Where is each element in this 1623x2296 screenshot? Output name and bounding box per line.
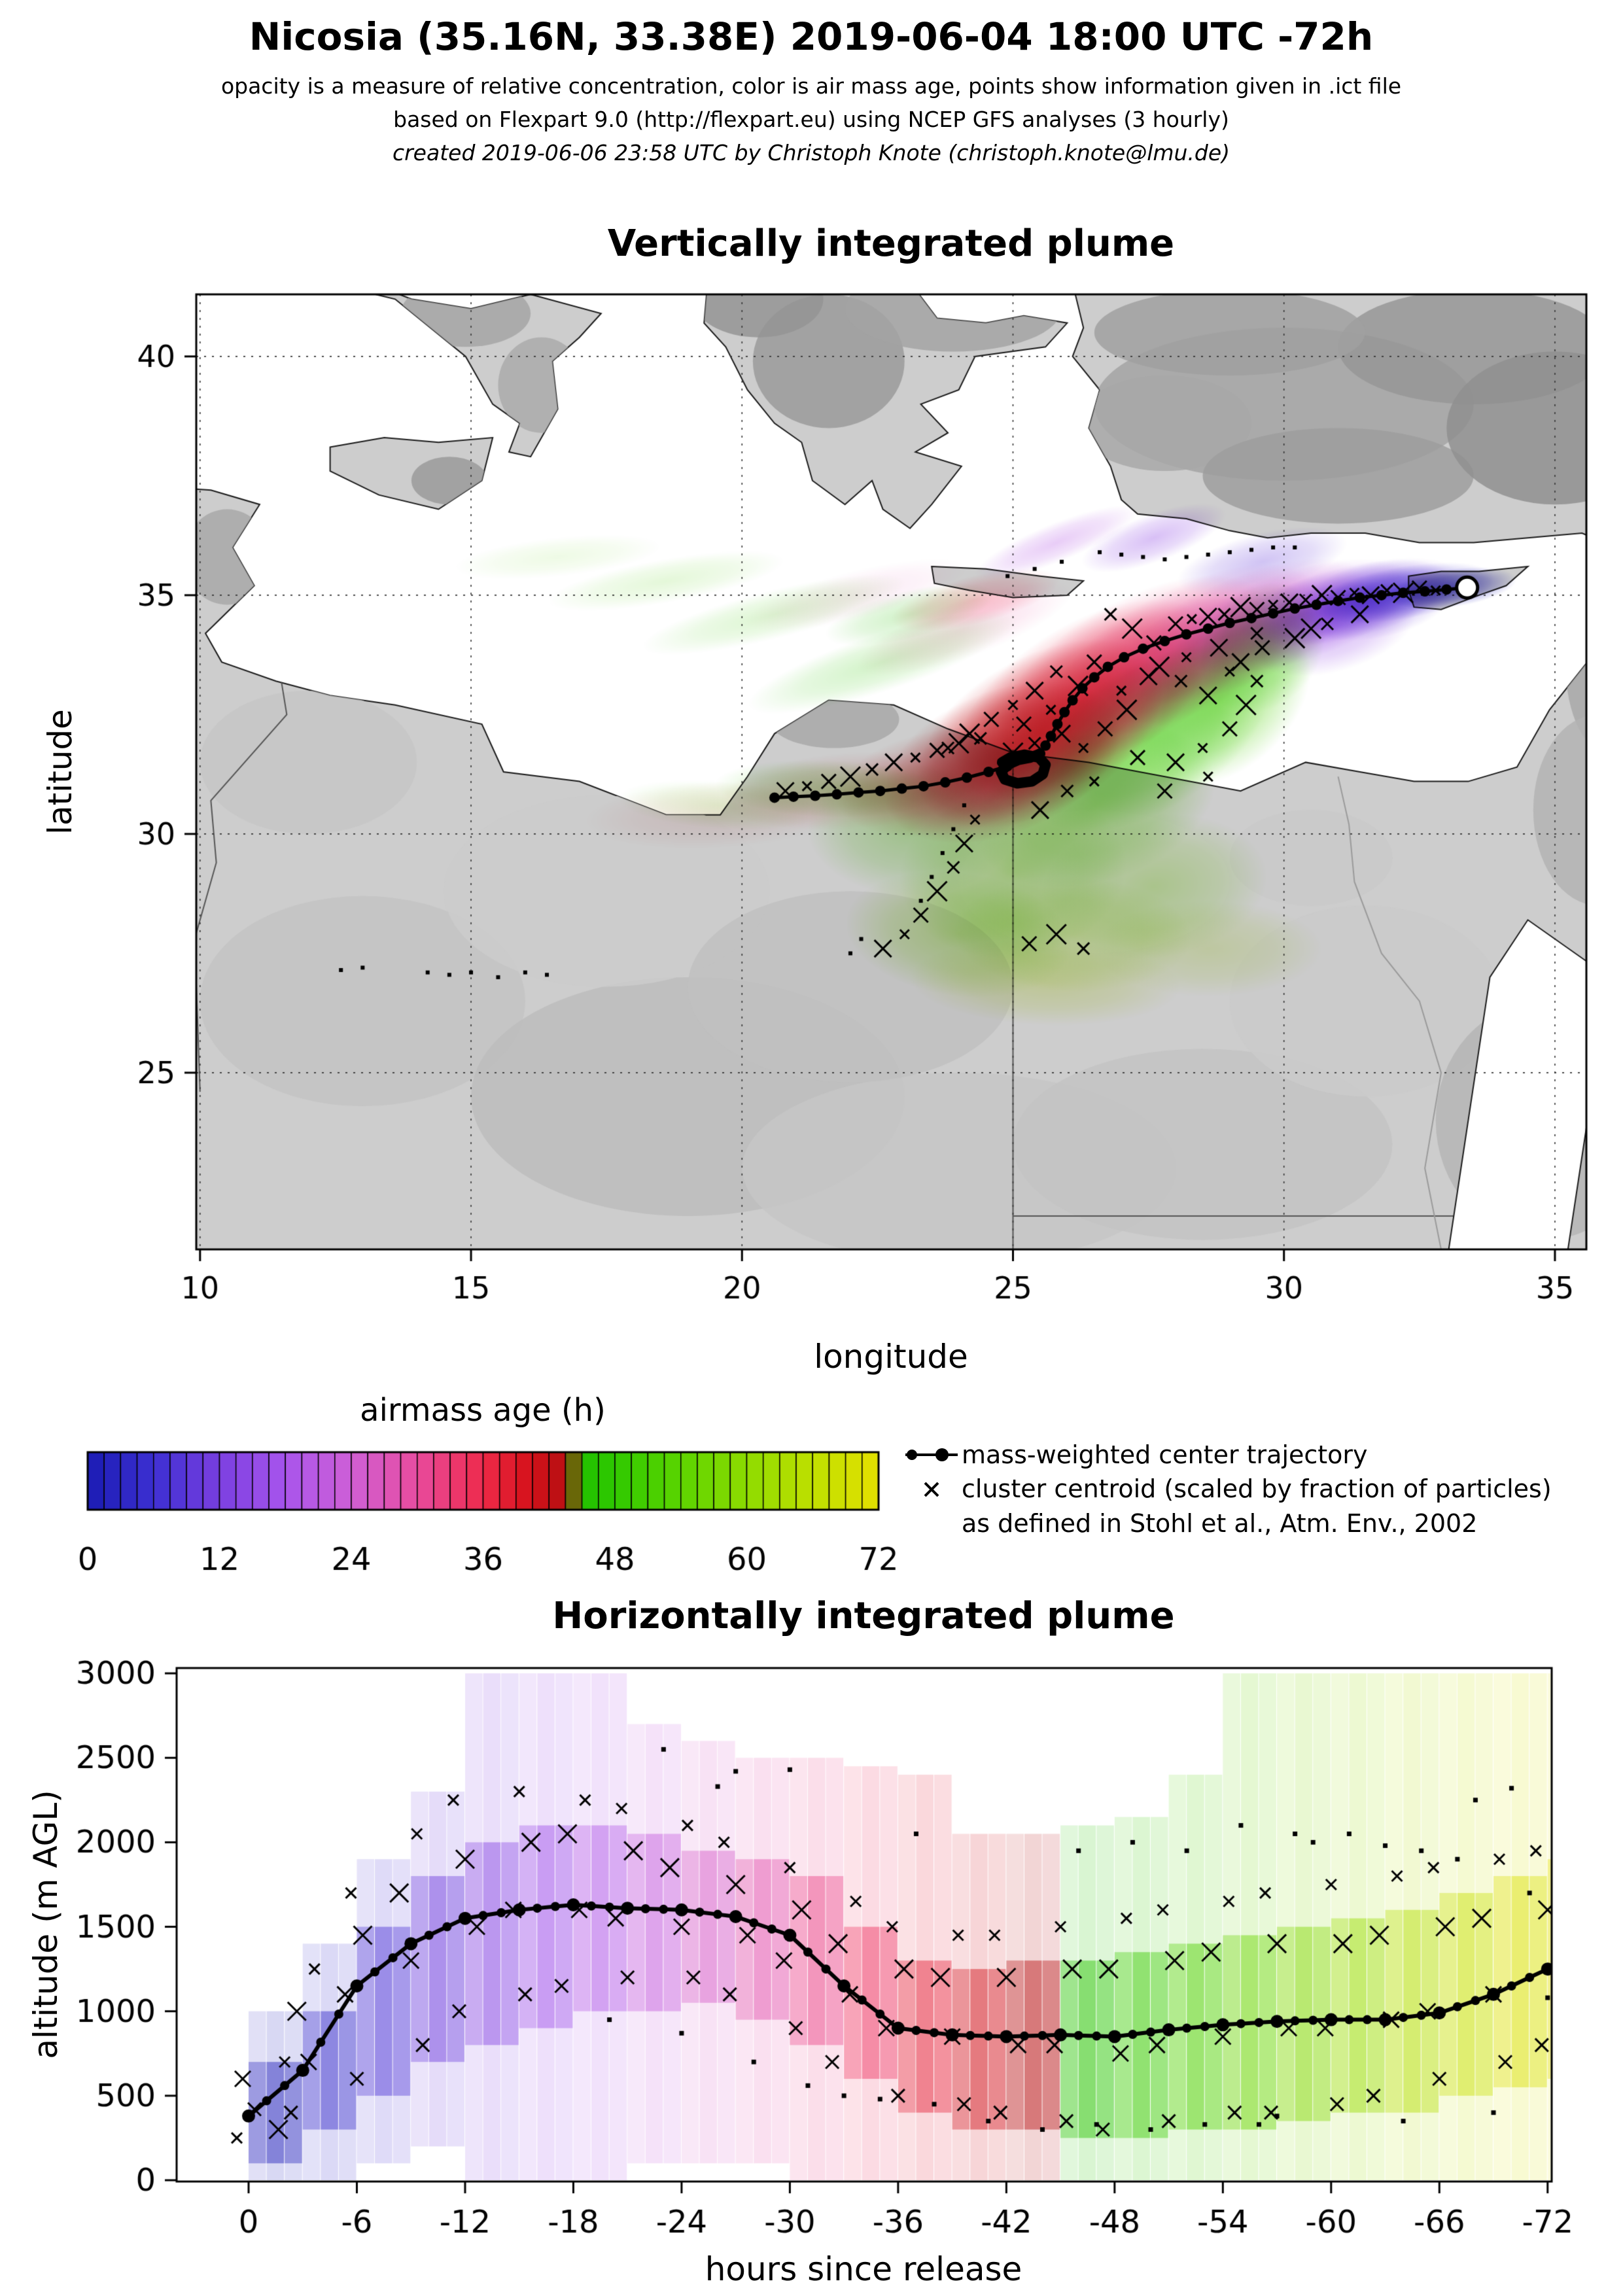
subtitle-line-2: based on Flexpart 9.0 (http://flexpart.e…: [393, 107, 1229, 132]
map-plot-title: Vertically integrated plume: [607, 222, 1175, 265]
map-xaxis-title: longitude: [814, 1338, 968, 1376]
colorbar-label: airmass age (h): [360, 1392, 606, 1429]
legend: mass-weighted center trajectory cluster …: [901, 1438, 1552, 1540]
legend-reference-label: as defined in Stohl et al., Atm. Env., 2…: [962, 1508, 1478, 1538]
page-title: Nicosia (35.16N, 33.38E) 2019-06-04 18:0…: [249, 14, 1374, 59]
profile-xaxis-title: hours since release: [705, 2250, 1022, 2288]
legend-centroid-label: cluster centroid (scaled by fraction of …: [962, 1474, 1552, 1504]
profile-yaxis-title: altitude (m AGL): [27, 1790, 65, 2059]
map-yaxis-title: latitude: [41, 709, 79, 835]
centroid-symbol-icon: [901, 1480, 962, 1499]
profile-plot-title: Horizontally integrated plume: [552, 1595, 1175, 1637]
legend-row-centroid: cluster centroid (scaled by fraction of …: [901, 1472, 1552, 1506]
legend-row-trajectory: mass-weighted center trajectory: [901, 1438, 1552, 1472]
subtitle-line-3: created 2019-06-06 23:58 UTC by Christop…: [392, 140, 1230, 165]
legend-row-reference: as defined in Stohl et al., Atm. Env., 2…: [901, 1506, 1552, 1540]
legend-trajectory-label: mass-weighted center trajectory: [962, 1440, 1368, 1469]
trajectory-symbol-icon: [901, 1446, 962, 1463]
subtitle-line-1: opacity is a measure of relative concent…: [220, 73, 1402, 99]
